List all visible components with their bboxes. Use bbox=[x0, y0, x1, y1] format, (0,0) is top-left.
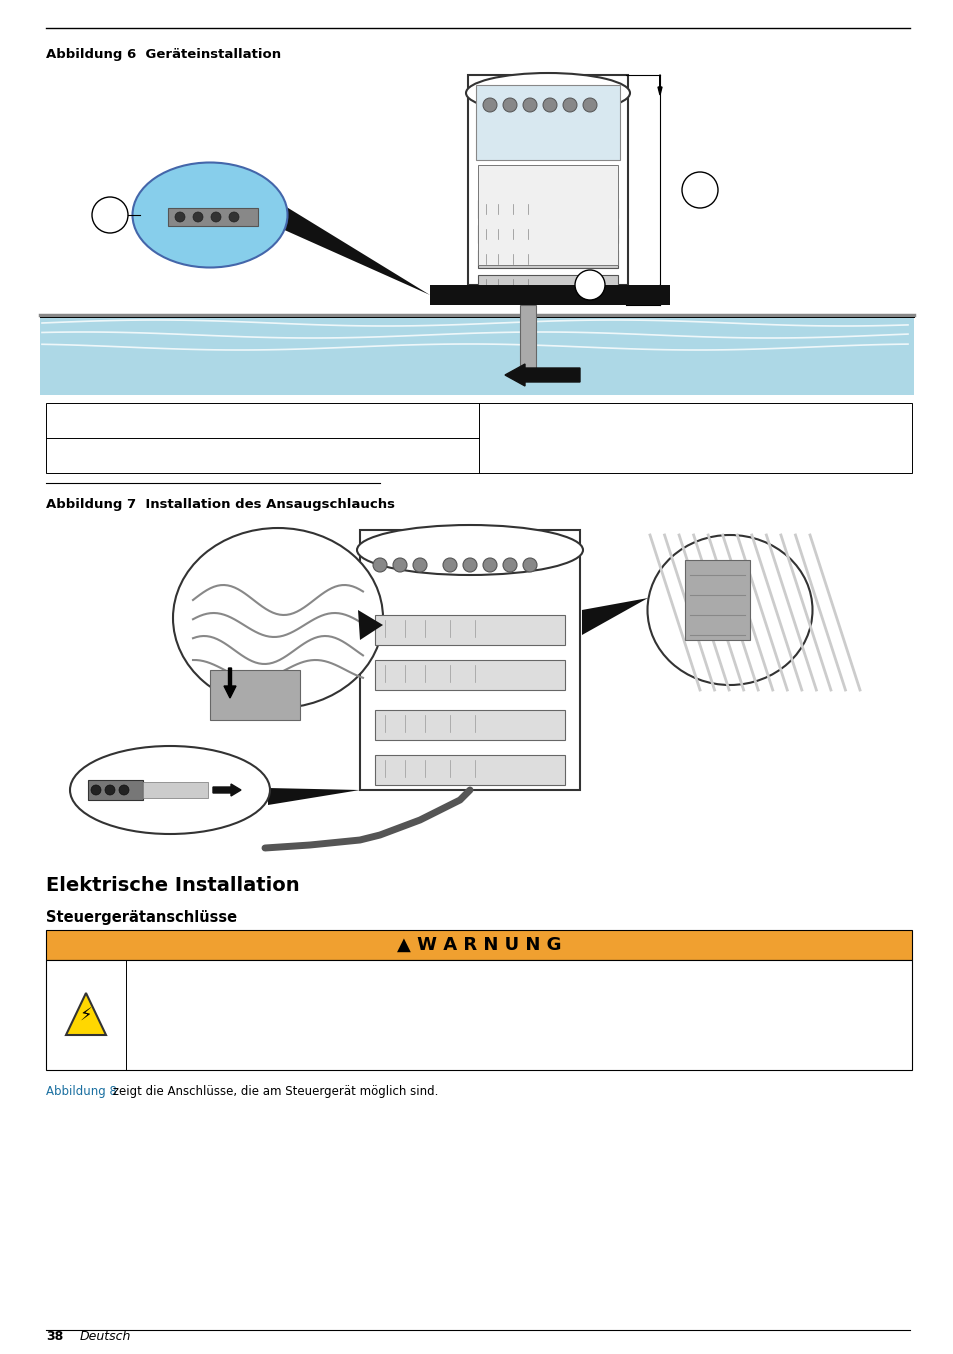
Bar bbox=[477, 200, 618, 218]
Text: Abbildung 6  Geräteinstallation: Abbildung 6 Geräteinstallation bbox=[46, 47, 281, 61]
Circle shape bbox=[91, 196, 128, 233]
Bar bbox=[476, 85, 619, 160]
Text: Abbildung 7  Installation des Ansaugschlauchs: Abbildung 7 Installation des Ansaugschla… bbox=[46, 498, 395, 510]
Polygon shape bbox=[357, 611, 382, 640]
Bar bbox=[40, 315, 913, 395]
Circle shape bbox=[211, 213, 221, 222]
Text: Abbildung 8: Abbildung 8 bbox=[46, 1085, 117, 1098]
Polygon shape bbox=[66, 992, 106, 1034]
Circle shape bbox=[229, 213, 239, 222]
Circle shape bbox=[522, 558, 537, 571]
Ellipse shape bbox=[356, 525, 582, 575]
Bar bbox=[168, 209, 257, 226]
Bar bbox=[143, 783, 208, 798]
Ellipse shape bbox=[465, 73, 629, 112]
Text: zeigt die Anschlüsse, die am Steuergerät möglich sind.: zeigt die Anschlüsse, die am Steuergerät… bbox=[109, 1085, 438, 1098]
Text: ▲ W A R N U N G: ▲ W A R N U N G bbox=[396, 936, 560, 955]
Bar bbox=[477, 275, 618, 292]
Bar bbox=[515, 370, 540, 380]
Bar bbox=[684, 561, 749, 640]
Text: Deutsch: Deutsch bbox=[80, 1330, 132, 1343]
Circle shape bbox=[105, 785, 115, 795]
Bar bbox=[519, 305, 536, 375]
Bar bbox=[359, 529, 579, 789]
Ellipse shape bbox=[172, 528, 382, 708]
Bar bbox=[477, 250, 618, 268]
Bar bbox=[468, 74, 627, 284]
Text: 3: 3 bbox=[746, 548, 772, 582]
Bar bbox=[375, 659, 564, 691]
Polygon shape bbox=[581, 598, 647, 635]
Text: ⚡: ⚡ bbox=[80, 1007, 92, 1025]
Bar bbox=[375, 756, 564, 785]
Ellipse shape bbox=[132, 162, 287, 268]
Circle shape bbox=[542, 97, 557, 112]
Text: Elektrische Installation: Elektrische Installation bbox=[46, 876, 299, 895]
Text: 3: 3 bbox=[586, 290, 593, 301]
Bar bbox=[210, 670, 299, 720]
Circle shape bbox=[119, 785, 129, 795]
Ellipse shape bbox=[647, 535, 812, 685]
Circle shape bbox=[562, 97, 577, 112]
Bar bbox=[375, 709, 564, 741]
Text: 1: 1 bbox=[149, 756, 172, 789]
Circle shape bbox=[413, 558, 427, 571]
Circle shape bbox=[502, 558, 517, 571]
Circle shape bbox=[582, 97, 597, 112]
FancyArrow shape bbox=[213, 784, 241, 796]
Circle shape bbox=[174, 213, 185, 222]
Text: Steuergerätanschlüsse: Steuergerätanschlüsse bbox=[46, 910, 237, 925]
Circle shape bbox=[502, 97, 517, 112]
Bar bbox=[46, 930, 911, 960]
Text: Sicherheitsnormenbeurteilung des jeweiligen Landes verfügen.: Sicherheitsnormenbeurteilung des jeweili… bbox=[136, 1001, 510, 1013]
Circle shape bbox=[373, 558, 387, 571]
Circle shape bbox=[91, 785, 101, 795]
Bar bbox=[46, 960, 911, 1070]
Text: 2: 2 bbox=[696, 196, 702, 206]
Bar bbox=[477, 165, 618, 265]
Bar bbox=[375, 615, 564, 645]
Bar bbox=[477, 225, 618, 242]
Text: 3  Ansaugschlauch: 3 Ansaugschlauch bbox=[489, 414, 599, 428]
Circle shape bbox=[575, 269, 604, 301]
Ellipse shape bbox=[70, 746, 270, 834]
Circle shape bbox=[193, 213, 203, 222]
Text: 2: 2 bbox=[255, 548, 280, 582]
Circle shape bbox=[482, 558, 497, 571]
Bar bbox=[88, 780, 143, 800]
Text: 1: 1 bbox=[107, 221, 113, 232]
Circle shape bbox=[681, 172, 718, 209]
Bar bbox=[46, 403, 911, 473]
Circle shape bbox=[482, 97, 497, 112]
FancyArrow shape bbox=[658, 74, 661, 95]
Bar bbox=[430, 284, 669, 305]
FancyArrow shape bbox=[658, 284, 661, 305]
Text: 38: 38 bbox=[46, 1330, 63, 1343]
Text: 2  Saughöhe: 2 Saughöhe bbox=[56, 450, 130, 463]
Text: Stromschlaggefahr. Extern angeschlossene Geräte müssen über eine entsprechende: Stromschlaggefahr. Extern angeschlossene… bbox=[136, 982, 638, 995]
Polygon shape bbox=[280, 203, 430, 295]
Polygon shape bbox=[268, 788, 359, 806]
Circle shape bbox=[462, 558, 476, 571]
Circle shape bbox=[442, 558, 456, 571]
Circle shape bbox=[522, 97, 537, 112]
Circle shape bbox=[393, 558, 407, 571]
FancyArrow shape bbox=[504, 364, 579, 386]
Text: 1  Saugkopf: 1 Saugkopf bbox=[56, 414, 126, 428]
FancyArrow shape bbox=[224, 668, 235, 699]
